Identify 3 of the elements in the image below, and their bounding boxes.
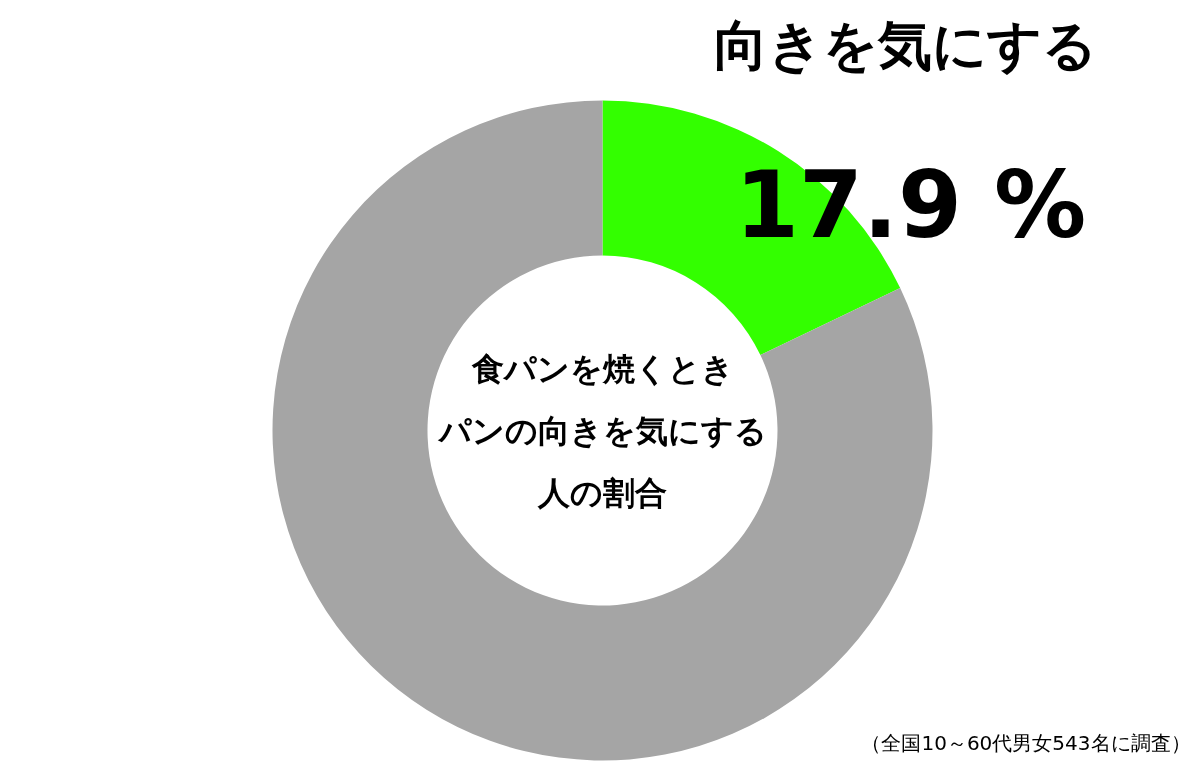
text: （全国10～60代男女543名に調査） <box>861 730 1191 755</box>
slice-label: 向きを気にする <box>714 14 1097 77</box>
text: 食パンを焼くときパンの向きを気にする人の割合 <box>436 349 767 512</box>
